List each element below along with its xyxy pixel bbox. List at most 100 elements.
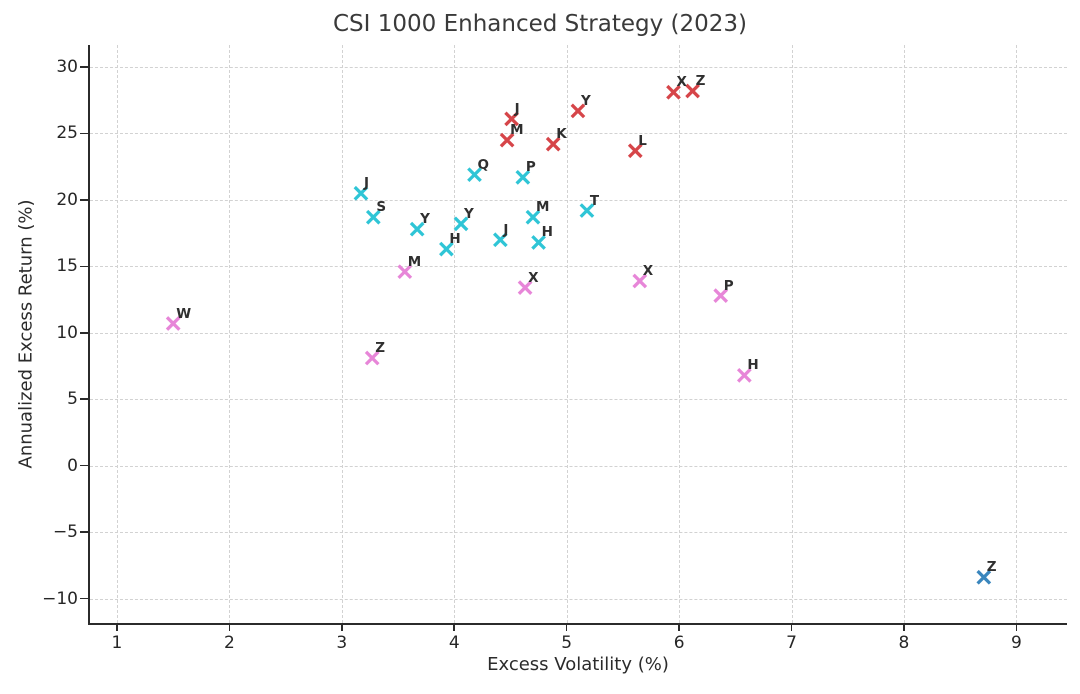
point-label-M: M [407, 253, 422, 270]
y-tick-0 [80, 464, 88, 467]
x-gridline-2 [229, 45, 231, 623]
x-gridline-4 [454, 45, 456, 623]
y-tick-20 [80, 199, 88, 201]
marker-J [504, 111, 519, 127]
x-axis-label: Excess Volatility (%) [487, 654, 669, 675]
y-gridline-0 [90, 465, 1067, 467]
x-gridline-7 [791, 45, 793, 623]
point-label-H: H [747, 357, 759, 374]
marker-S [365, 209, 381, 225]
point-label-W: W [176, 305, 192, 322]
y-tick-label: 0 [67, 455, 78, 476]
marker-Y [409, 221, 425, 237]
y-gridline-30 [90, 67, 1067, 69]
point-label-H: H [449, 231, 461, 248]
x-gridline-1 [116, 45, 118, 623]
marker-L [627, 143, 643, 159]
y-gridline-20 [90, 199, 1067, 201]
point-label-J: J [503, 221, 509, 238]
y-gridline--10 [90, 598, 1067, 600]
y-tick-label: 20 [56, 189, 78, 210]
y-gridline-5 [90, 399, 1067, 401]
point-label-Z: Z [695, 72, 706, 89]
point-label-X: X [676, 74, 687, 91]
x-tick-2 [228, 623, 231, 631]
x-tick-label: 2 [223, 633, 235, 653]
y-gridline-15 [90, 266, 1067, 268]
marker-X [666, 84, 681, 100]
x-tick-4 [453, 623, 456, 631]
point-label-S: S [376, 199, 387, 216]
marker-H [439, 241, 454, 257]
point-label-H: H [541, 224, 553, 241]
point-label-J: J [363, 175, 369, 192]
marker-J [353, 185, 369, 201]
x-gridline-6 [679, 45, 681, 623]
point-label-X: X [642, 262, 654, 279]
x-tick-8 [903, 623, 905, 631]
point-label-Y: Y [580, 92, 591, 109]
point-label-Z: Z [375, 340, 385, 357]
x-tick-label: 4 [448, 633, 460, 653]
point-label-X: X [528, 269, 539, 286]
y-tick-label: −5 [52, 522, 78, 543]
x-tick-7 [790, 623, 793, 631]
marker-X [632, 273, 648, 289]
x-tick-9 [1015, 623, 1018, 631]
y-tick-10 [80, 332, 88, 334]
x-tick-6 [678, 623, 680, 631]
y-tick-5 [80, 398, 88, 401]
marker-P [515, 169, 531, 185]
y-tick-15 [80, 265, 88, 268]
x-tick-label: 7 [786, 633, 797, 653]
marker-X [517, 280, 533, 295]
x-tick-label: 6 [673, 633, 685, 653]
marker-Y [570, 103, 586, 119]
x-gridline-8 [903, 45, 905, 623]
y-tick-label: 5 [67, 389, 78, 410]
marker-H [531, 235, 546, 250]
x-tick-label: 8 [898, 633, 910, 653]
marker-Z [976, 569, 992, 585]
x-gridline-3 [341, 45, 343, 623]
y-tick--5 [80, 531, 88, 533]
chart-title: CSI 1000 Enhanced Strategy (2023) [333, 11, 747, 37]
x-tick-label: 9 [1010, 633, 1022, 653]
x-axis-spine [88, 623, 1067, 625]
plot-area: 1 2 3 4 5 6 7 8 9 −10 −5 0 5 10 15 20 25 30 J M K Y L X Z J S Y H Y Q J… [42, 45, 1067, 653]
marker-P [713, 288, 729, 303]
x-tick-label: 1 [111, 633, 123, 653]
y-tick-label: −10 [42, 588, 78, 609]
point-label-Q: Q [477, 156, 489, 173]
marker-Y [453, 216, 469, 232]
point-label-K: K [556, 126, 567, 143]
y-tick-30 [80, 66, 88, 68]
y-gridline-10 [90, 332, 1067, 334]
y-tick-label: 15 [56, 256, 78, 277]
marker-Z [685, 83, 700, 99]
y-tick-label: 10 [56, 322, 78, 343]
marker-H [736, 367, 752, 383]
y-tick-label: 30 [56, 57, 78, 78]
point-label-T: T [589, 192, 600, 209]
marker-Z [364, 350, 380, 366]
y-axis-spine [88, 45, 90, 625]
x-tick-5 [565, 623, 568, 631]
point-label-Y: Y [464, 205, 474, 222]
marker-M [499, 132, 515, 148]
x-gridline-9 [1016, 45, 1018, 623]
y-tick--10 [80, 597, 88, 600]
x-tick-3 [341, 623, 343, 631]
marker-W [165, 316, 181, 331]
point-label-M: M [535, 199, 550, 216]
marker-M [397, 264, 413, 280]
y-tick-label: 25 [56, 123, 78, 144]
x-tick-label: 5 [561, 633, 573, 653]
scatter-markers [165, 83, 992, 585]
marker-M [525, 209, 541, 225]
point-label-J: J [514, 100, 520, 117]
marker-T [579, 203, 595, 218]
point-label-P: P [723, 277, 734, 294]
point-label-M: M [510, 122, 524, 139]
